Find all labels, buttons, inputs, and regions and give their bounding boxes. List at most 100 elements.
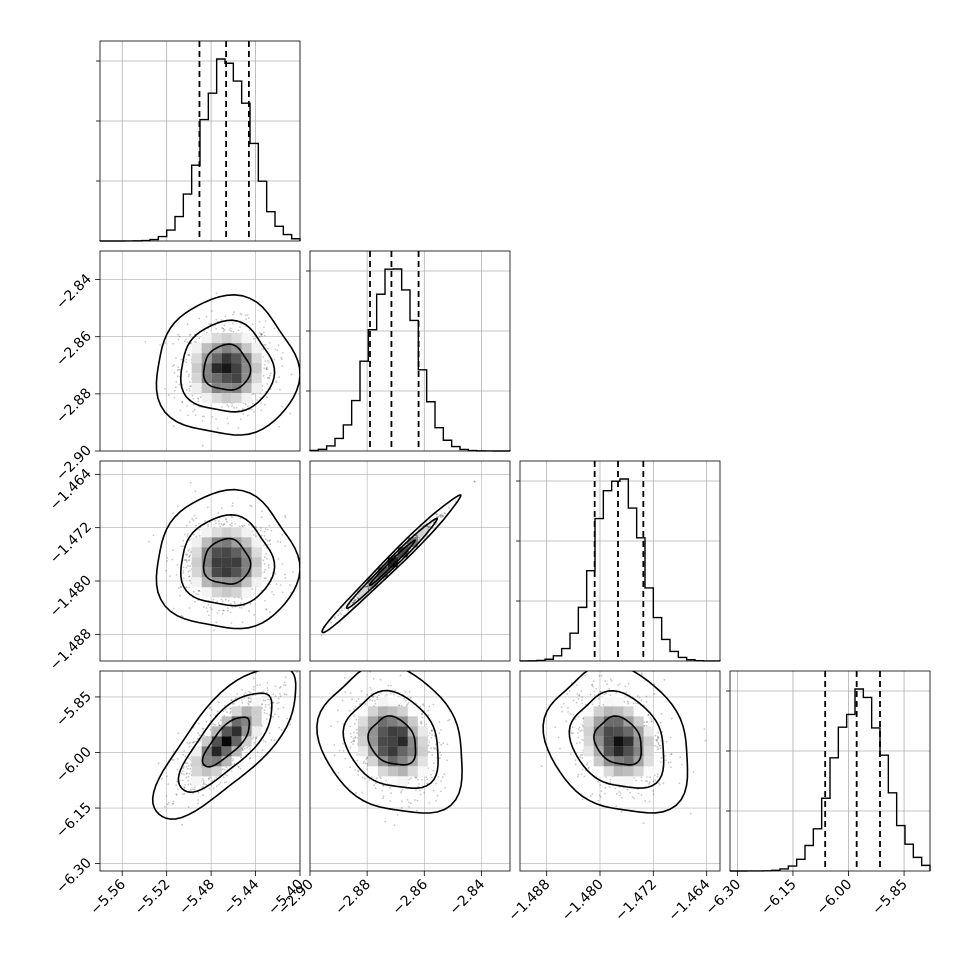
sample-point	[194, 600, 196, 603]
sample-point	[357, 597, 359, 599]
density-cell	[231, 353, 242, 364]
sample-point	[260, 334, 263, 337]
density-cell	[397, 766, 408, 777]
sample-point	[209, 606, 212, 609]
sample-point	[279, 541, 282, 544]
sample-point	[195, 524, 197, 527]
sample-point	[173, 364, 176, 366]
sample-point	[207, 777, 210, 780]
sample-point	[220, 319, 223, 321]
sample-point	[179, 586, 182, 589]
sample-point	[188, 387, 191, 390]
sample-point	[187, 375, 190, 378]
sample-point	[241, 748, 244, 750]
sample-point	[266, 383, 269, 385]
density-cell	[397, 756, 408, 767]
sample-point	[249, 747, 251, 749]
sample-point	[263, 571, 266, 574]
density-cell	[251, 343, 262, 354]
sample-point	[233, 600, 236, 603]
sample-point	[440, 513, 443, 516]
sample-point	[240, 699, 243, 701]
sample-point	[425, 723, 428, 726]
sample-point	[177, 732, 180, 735]
sample-point	[220, 719, 222, 721]
sample-point	[353, 715, 355, 718]
panel-frame	[99, 460, 301, 662]
sample-point	[283, 693, 286, 696]
sample-point	[214, 724, 216, 726]
sample-point	[189, 565, 191, 567]
sample-point	[405, 699, 407, 702]
sample-point	[342, 742, 344, 745]
density-panel-3-0	[99, 670, 301, 872]
density-cell	[241, 587, 252, 598]
sample-point	[355, 598, 357, 601]
sample-point	[262, 559, 265, 562]
sample-point	[659, 747, 662, 750]
sample-point	[203, 330, 206, 332]
sample-point	[352, 743, 355, 745]
density-cell	[241, 577, 252, 588]
sample-point	[185, 559, 188, 562]
sample-point	[185, 358, 188, 361]
sample-point	[273, 739, 276, 741]
sample-point	[185, 766, 188, 768]
sample-point	[267, 359, 269, 362]
sample-point	[184, 755, 187, 758]
sample-point	[428, 525, 431, 528]
sample-point	[264, 577, 267, 580]
sample-point	[262, 356, 265, 358]
sample-point	[197, 732, 200, 734]
density-cell	[241, 547, 252, 558]
sample-point	[175, 386, 177, 389]
density-cell	[367, 726, 378, 737]
sample-point	[352, 601, 354, 604]
sample-point	[199, 740, 202, 742]
sample-point	[240, 756, 242, 759]
sample-point	[263, 334, 266, 337]
sample-point	[338, 749, 341, 752]
sample-point	[241, 524, 244, 527]
sample-point	[241, 749, 244, 752]
sample-point	[381, 789, 384, 792]
sample-point	[252, 689, 255, 691]
sample-point	[379, 678, 382, 681]
sample-point	[352, 599, 355, 602]
sample-point	[241, 701, 244, 704]
sample-point	[373, 705, 375, 707]
sample-point	[267, 566, 270, 569]
sample-point	[430, 729, 433, 732]
sample-point	[410, 547, 412, 550]
sample-point	[348, 709, 351, 712]
sample-point	[183, 340, 186, 343]
sample-point	[224, 315, 227, 318]
sample-point	[368, 779, 371, 781]
density-cell	[191, 343, 202, 354]
sample-point	[177, 587, 180, 589]
sample-point	[212, 598, 215, 601]
density-cell	[407, 726, 418, 737]
density-cell	[377, 736, 388, 747]
sample-point	[419, 705, 422, 708]
sample-point	[436, 513, 438, 516]
sample-point	[342, 750, 345, 752]
sample-point	[219, 525, 222, 528]
sample-point	[189, 579, 191, 582]
sample-point	[420, 722, 423, 724]
sample-point	[557, 736, 560, 739]
sample-point	[296, 671, 298, 673]
density-cell	[251, 383, 262, 394]
sample-point	[554, 726, 557, 729]
sample-point	[422, 703, 424, 705]
sample-point	[222, 609, 225, 612]
sample-point	[215, 292, 218, 295]
sample-point	[278, 687, 281, 689]
sample-point	[264, 703, 267, 706]
sample-point	[246, 414, 249, 417]
sample-point	[248, 697, 250, 700]
sample-point	[371, 699, 374, 702]
sample-point	[281, 563, 284, 565]
sample-point	[390, 792, 392, 794]
sample-point	[431, 776, 433, 779]
